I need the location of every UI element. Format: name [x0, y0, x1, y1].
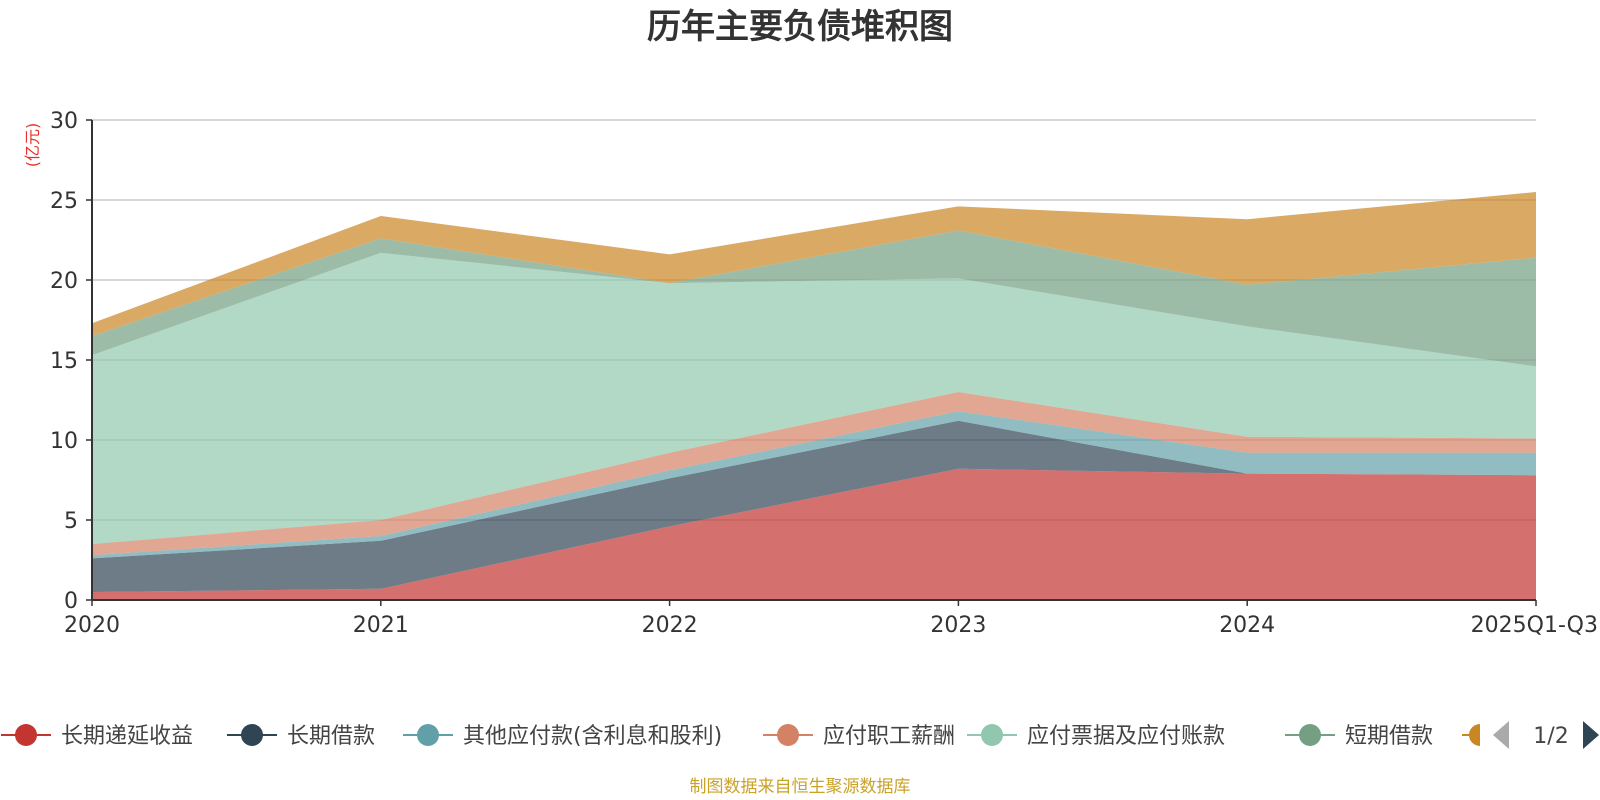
- legend-marker: [1469, 724, 1480, 746]
- legend-label: 长期递延收益: [61, 724, 193, 749]
- area-series[interactable]: [92, 230, 1536, 367]
- legend-label: 其他应付款(含利息和股利): [463, 724, 722, 749]
- area-series[interactable]: [92, 252, 1536, 545]
- x-tick-label: 2022: [642, 613, 698, 638]
- area-series[interactable]: [92, 392, 1536, 556]
- legend-marker: [417, 724, 439, 746]
- legend-marker: [241, 724, 263, 746]
- legend: 长期递延收益 长期借款 其他应付款(含利息和股利) 应付职工薪酬 应付票据及应付账款 短期…: [1, 721, 1599, 749]
- legend-item[interactable]: 长期递延收益: [1, 724, 193, 749]
- legend-marker: [15, 724, 37, 746]
- x-tick-label: 2020: [64, 613, 120, 638]
- x-tick-label: 2025Q1-Q3: [1471, 613, 1598, 638]
- area-series[interactable]: [92, 411, 1536, 559]
- source-note: 制图数据来自恒生聚源数据库: [690, 777, 911, 797]
- legend-label: 应付票据及应付账款: [1027, 724, 1225, 749]
- y-tick-label: 20: [50, 269, 78, 294]
- legend-page-indicator: 1/2: [1533, 724, 1568, 749]
- x-tick-label: 2024: [1219, 613, 1275, 638]
- y-tick-label: 15: [50, 349, 78, 374]
- legend-marker: [1299, 724, 1321, 746]
- y-tick-label: 25: [50, 189, 78, 214]
- legend-item[interactable]: 应付职工薪酬: [763, 724, 955, 749]
- legend-next-icon[interactable]: [1583, 721, 1599, 749]
- legend-label: 长期借款: [287, 724, 375, 749]
- area-series[interactable]: [92, 420, 1536, 592]
- y-axis-unit: (亿元): [23, 123, 42, 168]
- y-tick-label: 0: [64, 589, 78, 614]
- y-tick-label: 30: [50, 109, 78, 134]
- legend-label: 短期借款: [1345, 724, 1433, 749]
- area-series[interactable]: [92, 192, 1536, 336]
- legend-item[interactable]: 其他应付款(含利息和股利): [403, 724, 722, 749]
- legend-item[interactable]: 应付票据及应付账款: [967, 724, 1225, 749]
- x-tick-label: 2023: [930, 613, 986, 638]
- chart-title: 历年主要负债堆积图: [647, 7, 953, 47]
- legend-item[interactable]: 长期借款: [227, 724, 375, 749]
- areas: [92, 192, 1536, 600]
- legend-marker: [777, 724, 799, 746]
- legend-item[interactable]: 短期借款: [1285, 724, 1433, 749]
- axes: 0 5 10 15 20 25 30 2020 2021 2022 2023 2024 2025Q1-Q…: [50, 109, 1598, 638]
- legend-prev-icon[interactable]: [1493, 721, 1509, 749]
- legend-label: 应付职工薪酬: [823, 724, 955, 749]
- y-tick-label: 5: [64, 509, 78, 534]
- area-series[interactable]: [92, 468, 1536, 600]
- y-tick-label: 10: [50, 429, 78, 454]
- x-tick-label: 2021: [353, 613, 409, 638]
- legend-marker: [981, 724, 1003, 746]
